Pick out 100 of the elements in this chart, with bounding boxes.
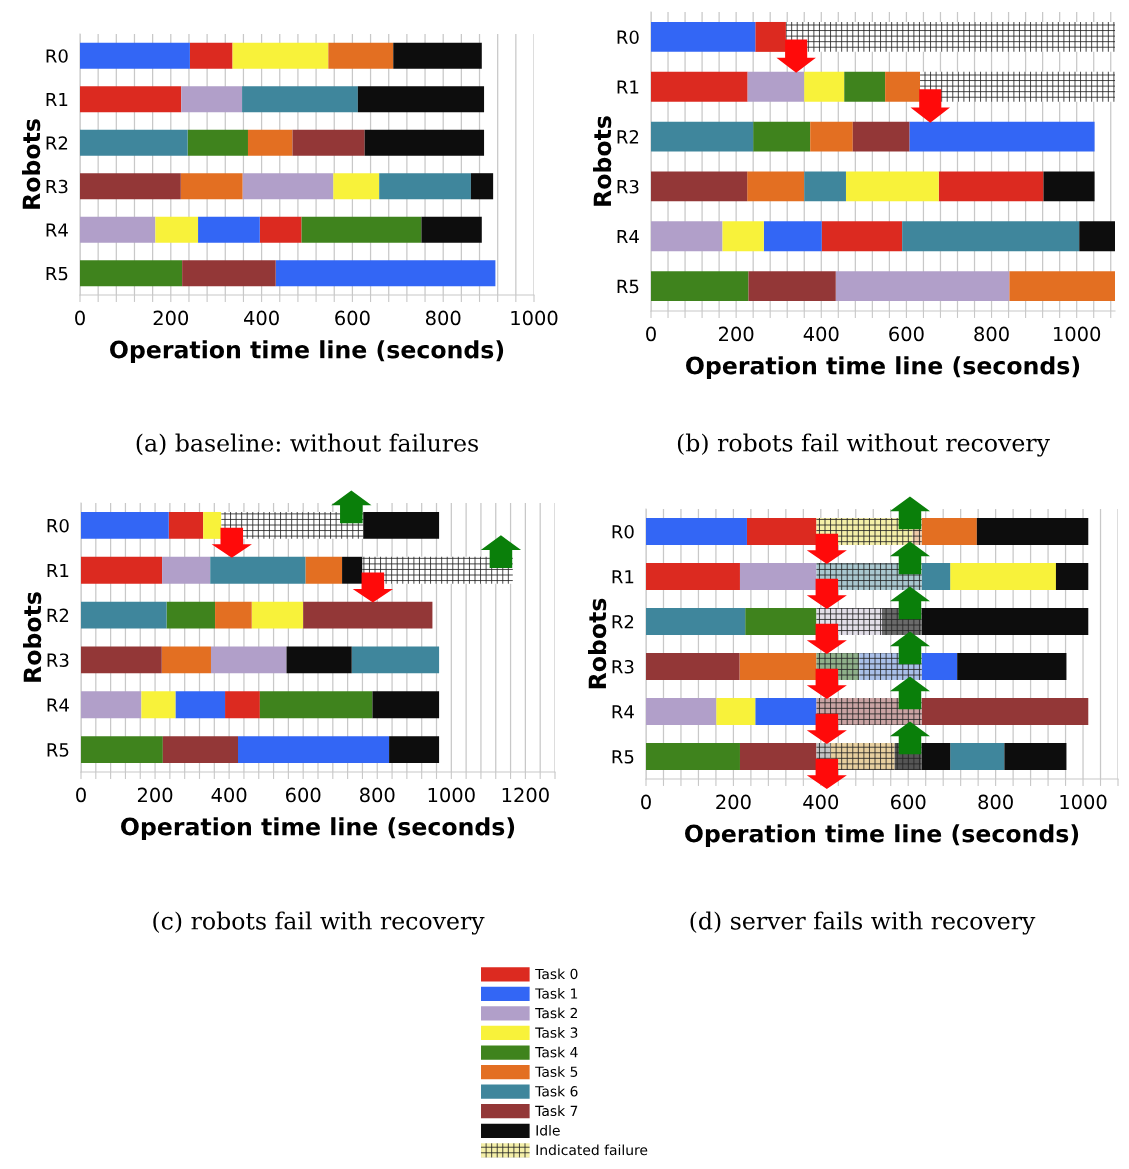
bar — [651, 21, 756, 52]
bar — [885, 71, 921, 102]
bar — [722, 221, 764, 252]
bar — [81, 556, 163, 584]
y-tick-label: R4 — [46, 223, 68, 237]
bar — [80, 173, 181, 200]
y-tick-label: R3 — [617, 179, 639, 194]
bar — [286, 646, 352, 674]
bar — [646, 653, 740, 680]
bar — [162, 556, 211, 584]
bar — [739, 563, 817, 590]
bar — [909, 121, 1095, 152]
bar — [259, 691, 373, 719]
legend-label: Task 4 — [535, 1046, 578, 1058]
x-tick-label: 1000 — [511, 310, 558, 326]
x-tick-label: 0 — [641, 794, 651, 810]
bar — [182, 260, 276, 287]
bar — [168, 511, 204, 539]
bar — [753, 121, 811, 152]
bar — [845, 171, 939, 202]
bar — [292, 129, 365, 156]
legend-label: Task 5 — [535, 1066, 578, 1077]
bar — [175, 691, 226, 719]
bar — [852, 121, 910, 152]
bar — [1079, 221, 1115, 252]
bar — [921, 608, 1089, 635]
bar — [755, 21, 786, 52]
x-tick-label: 200 — [137, 787, 173, 803]
bar — [275, 260, 496, 287]
bar — [189, 42, 233, 69]
bar — [1004, 743, 1067, 770]
bar — [470, 173, 494, 200]
legend-label: Task 0 — [535, 968, 578, 980]
bar — [651, 271, 749, 302]
y-tick-label: R1 — [617, 80, 639, 94]
text: (a) baseline: without failures — [136, 433, 478, 456]
y-tick-label: R3 — [612, 659, 634, 674]
bar — [155, 216, 199, 243]
bar — [902, 221, 1080, 252]
x-tick-label: 800 — [425, 310, 461, 326]
x-tick-label: 600 — [891, 794, 926, 810]
bar — [1055, 563, 1089, 590]
bar — [180, 173, 243, 200]
bar — [363, 511, 440, 539]
y-axis-title: Robots — [593, 116, 612, 206]
bar — [716, 698, 756, 725]
bar — [646, 608, 746, 635]
x-axis-title: Operation time line (seconds) — [685, 824, 1079, 848]
bar — [364, 129, 485, 156]
x-tick-label: 600 — [335, 310, 370, 326]
bar — [259, 216, 302, 243]
legend-label: Task 3 — [535, 1027, 578, 1038]
bar — [238, 736, 390, 764]
bar — [162, 736, 239, 764]
y-tick-label: R3 — [46, 179, 68, 194]
bar — [747, 171, 805, 202]
x-axis-title: Operation time line (seconds) — [686, 356, 1080, 380]
x-tick-label: 200 — [719, 326, 754, 342]
y-tick-label: R2 — [46, 136, 68, 150]
bar — [247, 129, 293, 156]
y-tick-label: R1 — [612, 570, 634, 584]
bar — [357, 86, 485, 113]
legend-label: Task 7 — [535, 1105, 578, 1117]
bar — [921, 518, 977, 545]
bar — [1043, 171, 1095, 202]
y-tick-label: R5 — [617, 279, 639, 294]
bar — [844, 71, 886, 102]
bar — [80, 216, 156, 243]
y-axis-title: Robots — [588, 598, 607, 689]
text: (d) server fails with recovery — [690, 911, 1036, 935]
bar — [785, 21, 1115, 52]
x-tick-label: 400 — [803, 326, 839, 342]
bar — [957, 653, 1067, 680]
bar — [804, 171, 846, 202]
bar — [251, 601, 304, 629]
x-tick-label: 400 — [243, 310, 279, 326]
x-tick-label: 1000 — [1054, 326, 1101, 342]
bar — [938, 171, 1044, 202]
bar — [646, 563, 740, 590]
bar — [745, 608, 817, 635]
bar — [80, 129, 188, 156]
bar — [166, 601, 216, 629]
bar — [651, 121, 754, 152]
x-tick-label: 200 — [153, 310, 189, 326]
y-tick-label: R2 — [617, 130, 639, 144]
x-tick-label: 1000 — [1060, 794, 1107, 810]
bar — [305, 556, 343, 584]
bar — [835, 271, 1010, 302]
legend-label: Idle — [536, 1124, 560, 1136]
x-tick-label: 0 — [646, 326, 656, 342]
bar — [328, 42, 394, 69]
bar — [81, 601, 167, 629]
bar — [950, 743, 1005, 770]
y-tick-label: R5 — [612, 750, 634, 764]
bar — [303, 601, 433, 629]
bar — [80, 86, 182, 113]
y-tick-label: R5 — [47, 743, 69, 757]
bar — [232, 42, 329, 69]
y-tick-label: R4 — [612, 705, 634, 719]
bar — [210, 556, 306, 584]
